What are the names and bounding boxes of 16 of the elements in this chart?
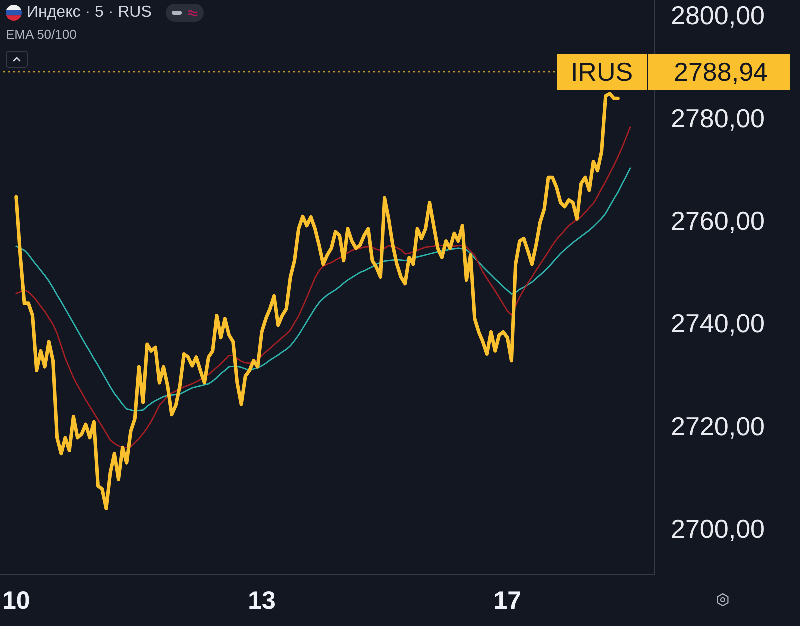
- text: 2788,94: [674, 57, 768, 88]
- chart-title: Индекс · 5 · RUS: [27, 4, 152, 22]
- x-tick-label: 13: [248, 586, 276, 615]
- y-tick-label: 2780,00: [671, 103, 765, 134]
- x-tick-label: 17: [494, 586, 522, 615]
- text: EMA 50/100: [6, 27, 77, 42]
- x-tick-label: 10: [2, 586, 30, 615]
- y-tick-label: 2800,00: [671, 0, 765, 31]
- y-tick-label: 2720,00: [671, 411, 765, 442]
- line-series: [16, 126, 632, 448]
- line-series: [14, 92, 620, 511]
- line-series: [16, 168, 632, 412]
- y-tick-label: 2700,00: [671, 514, 765, 544]
- ref-line-label: IRUS: [570, 57, 634, 88]
- y-tick-label: 2740,00: [671, 308, 765, 339]
- y-tick-label: 2760,00: [671, 206, 765, 236]
